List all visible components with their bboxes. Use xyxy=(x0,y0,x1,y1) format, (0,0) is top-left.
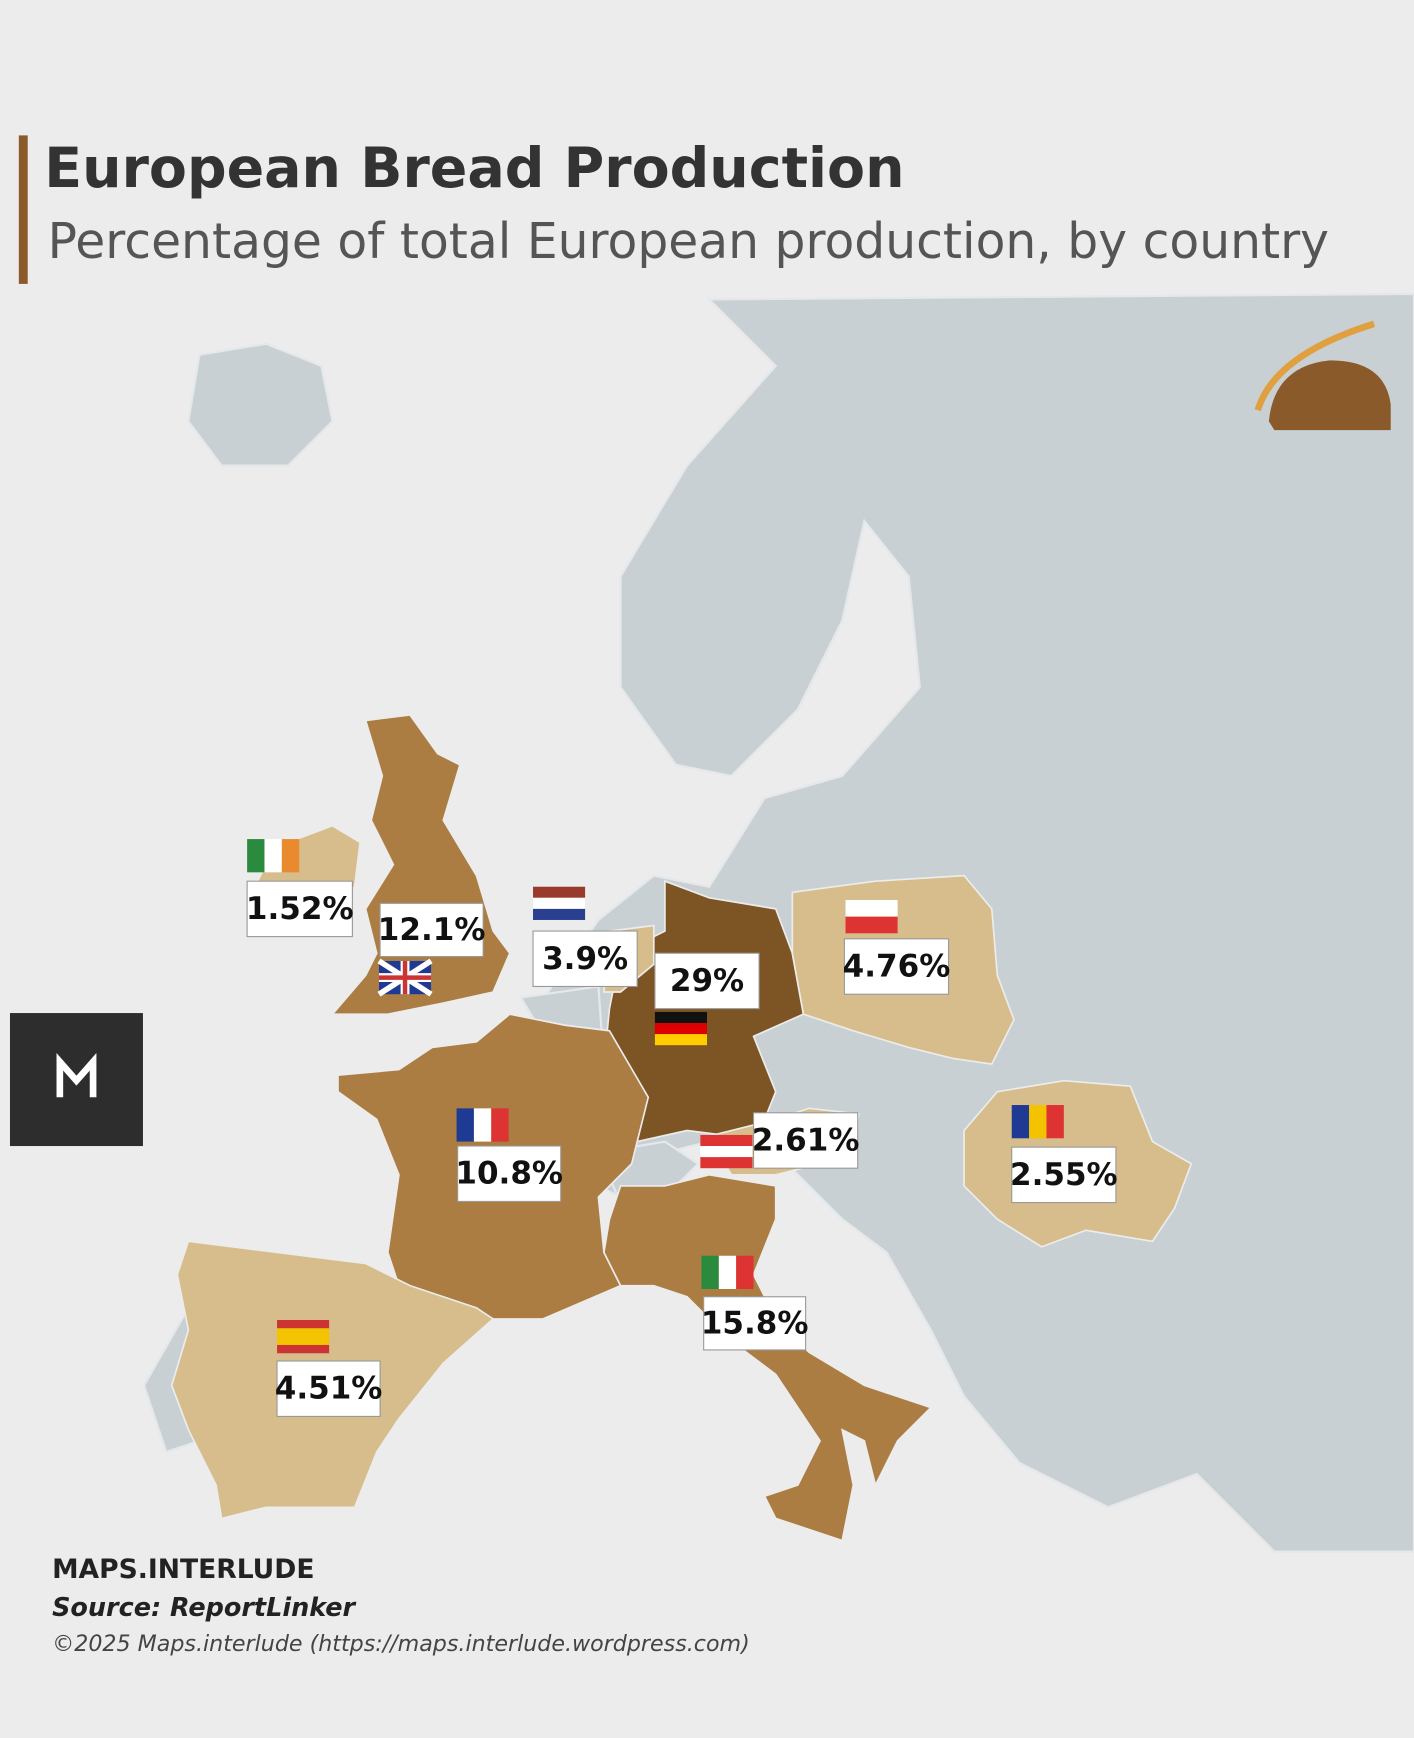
value-label: 2.55% xyxy=(1010,1157,1118,1193)
country xyxy=(603,1174,933,1542)
value-label: 4.51% xyxy=(275,1371,383,1407)
flag-part xyxy=(277,1344,330,1354)
copyright: ©2025 Maps.interlude (https://maps.inter… xyxy=(52,1631,750,1657)
flag-part xyxy=(277,1328,330,1337)
flag-part xyxy=(1011,1105,1030,1139)
flag-part xyxy=(701,1255,719,1289)
value-label: 15.8% xyxy=(701,1305,809,1341)
title: European Bread Production xyxy=(44,137,904,201)
bread xyxy=(1268,360,1391,431)
flag-part xyxy=(718,1255,737,1289)
logo xyxy=(9,1013,143,1147)
flag-part xyxy=(700,1134,753,1147)
flag-part xyxy=(736,1255,754,1289)
flag-part xyxy=(654,1011,707,1024)
brand: MAPS.INTERLUDE xyxy=(52,1554,314,1585)
label-box xyxy=(703,1296,807,1351)
logo-mark xyxy=(56,1053,97,1098)
flag xyxy=(845,900,898,934)
label-box xyxy=(276,1360,381,1417)
flag-part xyxy=(277,1320,330,1329)
flag-part xyxy=(1046,1105,1064,1139)
value-label: 10.8% xyxy=(455,1156,563,1192)
flag-part xyxy=(378,960,432,995)
flag xyxy=(533,886,586,920)
flag xyxy=(1011,1105,1064,1139)
label-box xyxy=(752,1112,859,1169)
labels: 29% 12.1% 10.8% 15.8% 4.76% 4.51% 3.9% 2.61% 2.5… xyxy=(246,839,1118,1417)
flag-part xyxy=(700,1157,753,1169)
flag-part xyxy=(845,916,898,934)
flag xyxy=(377,958,433,997)
flag-part xyxy=(700,1146,753,1158)
label-box xyxy=(379,902,484,958)
flag xyxy=(654,1011,707,1046)
value-label: 29% xyxy=(670,963,744,999)
value-label: 1.52% xyxy=(246,891,354,927)
value-label: 12.1% xyxy=(378,912,486,948)
value-label: 4.76% xyxy=(843,949,951,985)
flag-part xyxy=(277,1336,330,1345)
flag-part xyxy=(654,1023,707,1035)
flag-part xyxy=(1029,1105,1047,1139)
flag-part xyxy=(281,839,300,873)
label-box xyxy=(457,1145,562,1202)
flag-part xyxy=(533,886,586,898)
flag xyxy=(701,1255,754,1289)
flag-part xyxy=(456,1108,474,1142)
label-box xyxy=(246,880,353,938)
iceland xyxy=(187,342,334,467)
flag xyxy=(247,839,300,873)
flag xyxy=(700,1134,753,1169)
flag-part xyxy=(533,897,586,909)
subtitle: Percentage of total European production,… xyxy=(48,214,1329,270)
title-accent xyxy=(18,135,28,284)
label-box xyxy=(532,930,638,988)
flag xyxy=(277,1320,330,1354)
flag-part xyxy=(845,900,898,917)
flag-part xyxy=(264,839,282,873)
value-label: 2.61% xyxy=(752,1122,860,1158)
flag-part xyxy=(247,839,265,873)
label-box xyxy=(654,952,760,1010)
wheat xyxy=(1254,320,1376,412)
flag-part xyxy=(491,1108,509,1142)
bread-icon xyxy=(1254,320,1391,431)
flag-part xyxy=(473,1108,492,1142)
flag-part xyxy=(654,1034,707,1046)
value-label: 3.9% xyxy=(542,941,628,977)
flag xyxy=(456,1108,509,1142)
flag-part xyxy=(533,908,586,920)
label-box xyxy=(1011,1146,1117,1204)
label-box xyxy=(843,938,950,995)
source: Source: ReportLinker xyxy=(52,1593,356,1623)
